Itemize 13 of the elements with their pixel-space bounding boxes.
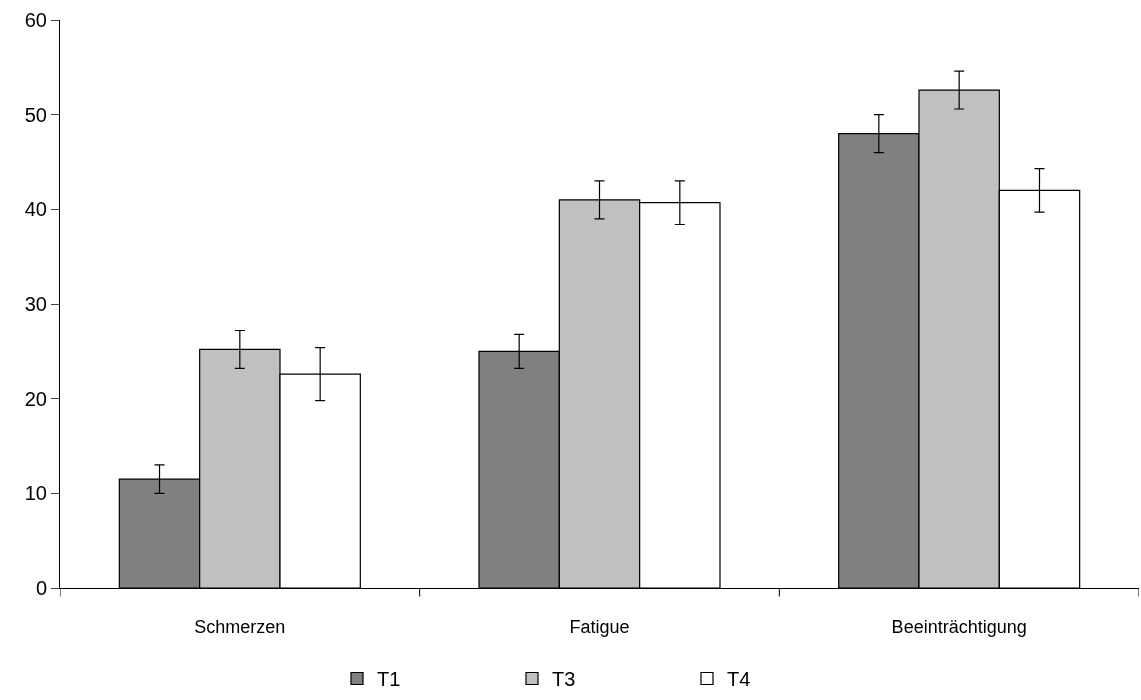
y-tick-label: 0 <box>35 577 47 599</box>
legend-label: T3 <box>552 668 576 691</box>
legend-label: T4 <box>727 668 751 691</box>
y-tick-label: 30 <box>24 293 47 315</box>
y-tick-label: 20 <box>24 387 47 410</box>
legend-label: T1 <box>377 668 401 691</box>
x-tick-label: Fatigue <box>569 616 630 637</box>
y-tick-label: 40 <box>24 198 47 221</box>
x-tick-label: Beeinträchtigung <box>891 616 1027 637</box>
y-tick-label: 50 <box>24 103 47 126</box>
x-tick-label: Schmerzen <box>194 616 286 637</box>
y-tick-label: 10 <box>24 482 47 505</box>
y-tick-label: 60 <box>24 9 47 31</box>
